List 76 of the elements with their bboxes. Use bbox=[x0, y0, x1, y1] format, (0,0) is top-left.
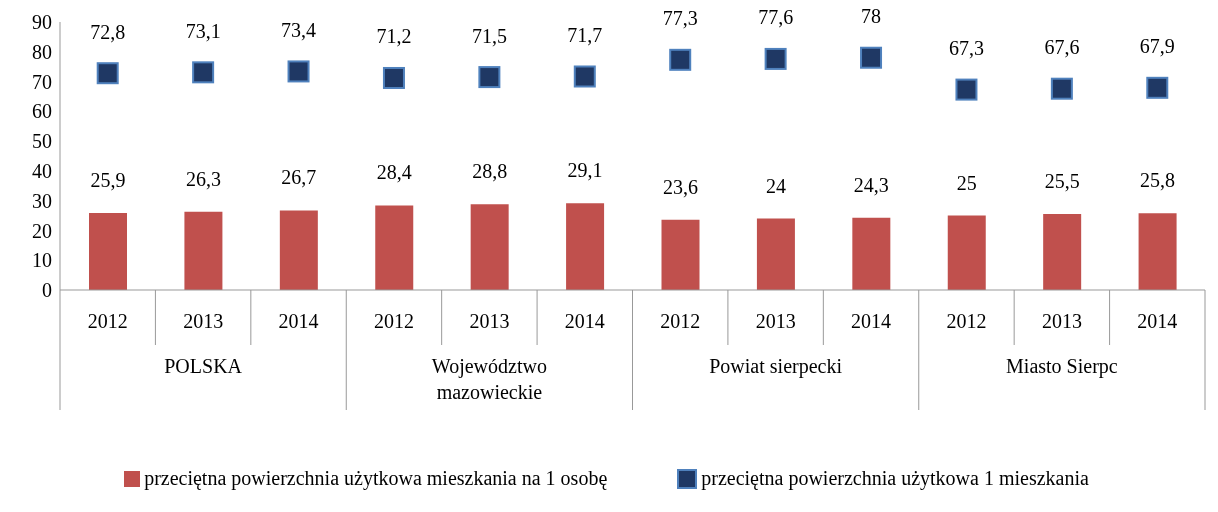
data-label: 24 bbox=[765, 174, 786, 197]
data-label: 72,8 bbox=[90, 20, 126, 43]
x-tick-label: 2014 bbox=[564, 310, 605, 332]
y-tick-label: 10 bbox=[32, 249, 52, 272]
bar bbox=[89, 212, 127, 290]
bar bbox=[756, 218, 795, 290]
y-tick-label: 60 bbox=[32, 100, 52, 123]
bar bbox=[566, 203, 605, 290]
point bbox=[573, 65, 596, 88]
point bbox=[1146, 76, 1169, 99]
text: Miasto Sierpc bbox=[1006, 355, 1118, 378]
x-tick-label: 2014 bbox=[851, 310, 892, 332]
y-tick-label: 90 bbox=[32, 11, 52, 34]
x-tick-label: 2012 bbox=[660, 310, 701, 332]
data-label: 25,5 bbox=[1044, 170, 1080, 193]
data-label: 71,7 bbox=[567, 23, 603, 46]
point bbox=[860, 46, 883, 69]
y-tick-label: 70 bbox=[32, 70, 52, 93]
x-tick-label: 2013 bbox=[469, 310, 510, 332]
data-label: 25,8 bbox=[1140, 169, 1176, 192]
data-label: 73,4 bbox=[281, 18, 317, 41]
bar bbox=[279, 210, 318, 290]
bar bbox=[1043, 214, 1082, 290]
point bbox=[192, 61, 215, 84]
point bbox=[955, 78, 978, 101]
data-label: 28,8 bbox=[472, 160, 508, 183]
point bbox=[1050, 77, 1073, 100]
point bbox=[287, 60, 310, 83]
data-label: 29,1 bbox=[567, 159, 603, 182]
x-tick-label: 2013 bbox=[183, 310, 224, 332]
bar bbox=[947, 215, 986, 290]
data-label: 77,3 bbox=[662, 7, 698, 30]
data-label: 67,9 bbox=[1139, 35, 1175, 58]
text: Województwo mazowieckie bbox=[431, 355, 547, 403]
x-tick-label: 2013 bbox=[755, 310, 796, 332]
text: Powiat sierpecki bbox=[709, 355, 843, 378]
legend-label: przeciętna powierzchnia użytkowa 1 mieszkania bbox=[700, 467, 1089, 490]
y-tick-label: 50 bbox=[32, 130, 52, 153]
bar bbox=[184, 211, 223, 290]
data-label: 24,3 bbox=[853, 173, 889, 196]
data-label: 78 bbox=[861, 5, 882, 28]
data-label: 67,6 bbox=[1044, 36, 1080, 59]
bar bbox=[375, 205, 414, 290]
y-tick-label: 20 bbox=[32, 219, 52, 242]
x-tick-label: 2012 bbox=[373, 310, 414, 332]
x-tick-label: 2012 bbox=[87, 310, 128, 332]
data-label: 25,9 bbox=[90, 168, 126, 191]
x-tick-label: 2012 bbox=[946, 310, 987, 332]
point bbox=[382, 66, 405, 89]
data-label: 67,3 bbox=[948, 37, 984, 60]
y-tick-label: 0 bbox=[42, 279, 52, 302]
y-tick-label: 80 bbox=[32, 40, 52, 63]
bar bbox=[1138, 213, 1177, 290]
legend-label: przeciętna powierzchnia użytkowa mieszkania na 1 osobę bbox=[143, 467, 608, 490]
point bbox=[478, 66, 501, 89]
data-label: 26,7 bbox=[281, 166, 317, 189]
data-label: 77,6 bbox=[758, 6, 794, 29]
data-label: 26,3 bbox=[185, 167, 221, 190]
bar bbox=[852, 217, 891, 290]
data-label: 28,4 bbox=[376, 161, 412, 184]
data-label: 25 bbox=[956, 171, 977, 194]
point bbox=[764, 47, 787, 70]
data-label: 23,6 bbox=[663, 175, 698, 198]
bar bbox=[470, 204, 509, 290]
data-label: 73,1 bbox=[185, 19, 221, 42]
point bbox=[669, 48, 692, 71]
x-tick-label: 2014 bbox=[278, 310, 319, 332]
text: POLSKA bbox=[164, 355, 243, 377]
data-label: 71,5 bbox=[471, 24, 507, 47]
y-tick-label: 30 bbox=[32, 189, 52, 212]
y-tick-label: 40 bbox=[32, 159, 52, 182]
x-tick-label: 2013 bbox=[1041, 310, 1082, 332]
point bbox=[96, 62, 119, 85]
x-tick-label: 2014 bbox=[1137, 310, 1178, 332]
bar bbox=[661, 219, 700, 290]
data-label: 71,2 bbox=[376, 25, 412, 48]
